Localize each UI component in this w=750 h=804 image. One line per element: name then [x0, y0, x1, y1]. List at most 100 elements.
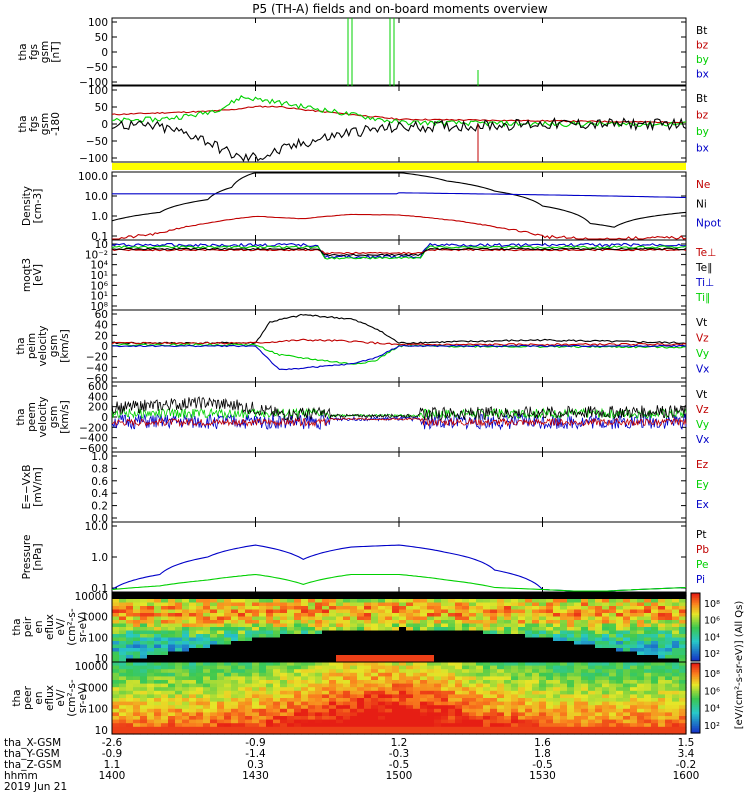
spectrogram-cell — [518, 648, 526, 653]
spectrogram-cell — [280, 648, 288, 653]
spectrogram-cell — [448, 592, 456, 597]
spectrogram-cell — [567, 708, 575, 713]
spectrogram-cell — [434, 665, 442, 670]
spectrogram-cell — [266, 665, 274, 670]
spectrogram-cell — [518, 602, 526, 607]
spectrogram-cell — [287, 620, 295, 625]
spectrogram-cell — [126, 641, 134, 646]
spectrogram-cell — [420, 641, 428, 646]
spectrogram-cell — [651, 648, 659, 653]
spectrogram-cell — [553, 627, 561, 632]
spectrogram-cell — [609, 623, 617, 628]
spectrogram-cell — [329, 655, 337, 660]
spectrogram-cell — [679, 698, 687, 703]
spectrogram-cell — [217, 719, 225, 724]
spectrogram-cell — [658, 627, 666, 632]
spectrogram-cell — [378, 637, 386, 642]
spectrogram-cell — [154, 655, 162, 660]
legend-entry: Vz — [696, 333, 709, 345]
spectrogram-cell — [581, 719, 589, 724]
spectrogram-cell — [112, 613, 120, 618]
spectrogram-cell — [406, 609, 414, 614]
spectrogram-cell — [357, 726, 365, 731]
spectrogram-cell — [224, 687, 232, 692]
spectrogram-cell — [483, 730, 491, 735]
spectrogram-cell — [630, 627, 638, 632]
spectrogram-cell — [112, 630, 120, 635]
spectrogram-cell — [217, 726, 225, 731]
spectrogram-cell — [336, 602, 344, 607]
spectrogram-cell — [602, 665, 610, 670]
spectrogram-cell — [287, 613, 295, 618]
spectrogram-10 — [111, 661, 687, 735]
spectrogram-cell — [511, 634, 519, 639]
spectrogram-cell — [469, 672, 477, 677]
spectrogram-cell — [609, 606, 617, 611]
y-axis-label: moqt3 — [21, 258, 33, 292]
spectrogram-cell — [560, 716, 568, 721]
spectrogram-cell — [462, 637, 470, 642]
spectrogram-cell — [126, 595, 134, 600]
spectrogram-cell — [448, 683, 456, 688]
spectrogram-cell — [287, 606, 295, 611]
spectrogram-cell — [126, 620, 134, 625]
colorbar-cell — [691, 685, 700, 689]
spectrogram-cell — [231, 676, 239, 681]
spectrogram-cell — [595, 637, 603, 642]
panel-frame — [111, 661, 687, 735]
spectrogram-cell — [434, 687, 442, 692]
spectrogram-cell — [413, 676, 421, 681]
spectrogram-cell — [329, 708, 337, 713]
spectrogram-cell — [623, 606, 631, 611]
spectrogram-cell — [399, 708, 407, 713]
spectrogram-cell — [392, 613, 400, 618]
spectrogram-cell — [231, 630, 239, 635]
spectrogram-cell — [301, 641, 309, 646]
spectrogram-cell — [616, 637, 624, 642]
spectrogram-cell — [420, 634, 428, 639]
spectrogram-cell — [357, 683, 365, 688]
spectrogram-cell — [308, 712, 316, 717]
spectrogram-cell — [546, 726, 554, 731]
spectrogram-cell — [182, 690, 190, 695]
spectrogram-cell — [133, 644, 141, 649]
spectrogram-cell — [294, 658, 302, 663]
spectrogram-cell — [658, 716, 666, 721]
spectrogram-cell — [266, 694, 274, 699]
spectrogram-cell — [497, 641, 505, 646]
spectrogram-cell — [175, 694, 183, 699]
colorbar-cell — [691, 731, 700, 734]
y-tick-label: 0 — [101, 412, 108, 424]
spectrogram-cell — [364, 630, 372, 635]
spectrogram-cell — [378, 599, 386, 604]
spectrogram-cell — [483, 672, 491, 677]
spectrogram-cell — [469, 730, 477, 735]
spectrogram-cell — [175, 623, 183, 628]
y-axis-label: peer — [22, 685, 34, 710]
spectrogram-cell — [364, 616, 372, 621]
spectrogram-cell — [490, 669, 498, 674]
spectrogram-cell — [609, 595, 617, 600]
spectrogram-cell — [238, 637, 246, 642]
spectrogram-cell — [560, 655, 568, 660]
spectrogram-cell — [581, 630, 589, 635]
spectrogram-cell — [126, 705, 134, 710]
spectrogram-cell — [238, 662, 246, 667]
spectrogram-cell — [378, 616, 386, 621]
spectrogram-cell — [329, 592, 337, 597]
spectrogram-cell — [133, 698, 141, 703]
spectrogram-cell — [168, 669, 176, 674]
spectrogram-cell — [497, 698, 505, 703]
spectrogram-cell — [644, 676, 652, 681]
spectrogram-cell — [511, 708, 519, 713]
spectrogram-cell — [175, 644, 183, 649]
colorbar-cell — [691, 720, 700, 724]
spectrogram-cell — [623, 712, 631, 717]
spectrogram-cell — [231, 719, 239, 724]
spectrogram-cell — [546, 592, 554, 597]
spectrogram-cell — [644, 634, 652, 639]
series-line-temperature — [111, 242, 687, 260]
spectrogram-cell — [574, 606, 582, 611]
spectrogram-cell — [427, 620, 435, 625]
spectrogram-cell — [245, 623, 253, 628]
